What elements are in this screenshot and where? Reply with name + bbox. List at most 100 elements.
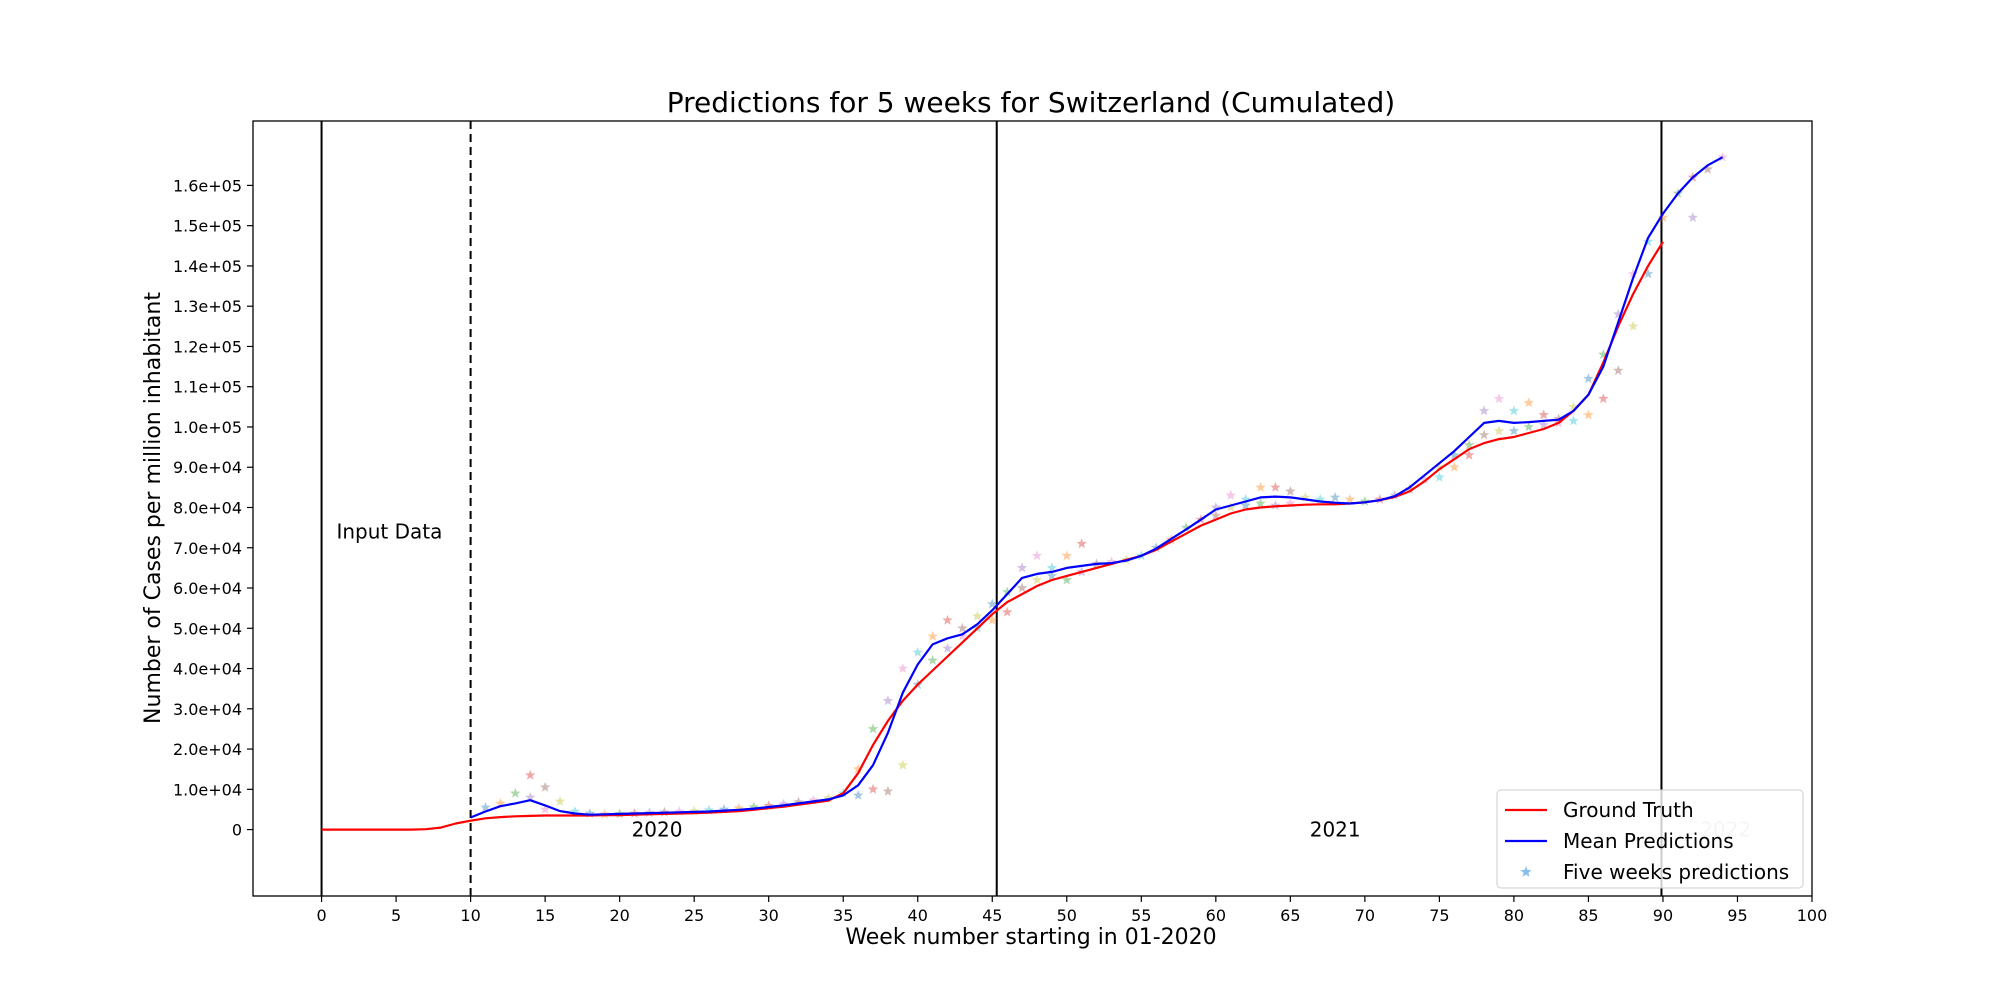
x-tick-label: 15 <box>535 906 555 925</box>
prediction-point <box>927 630 938 641</box>
prediction-point <box>525 791 536 802</box>
y-tick-label: 5.0e+04 <box>173 619 242 638</box>
x-tick-label: 60 <box>1206 906 1226 925</box>
prediction-point <box>1613 308 1624 319</box>
prediction-point <box>1240 500 1251 510</box>
prediction-point <box>942 614 953 625</box>
x-tick-label: 40 <box>908 906 928 925</box>
prediction-point <box>569 806 581 816</box>
prediction-point <box>1642 268 1654 279</box>
prediction-point <box>1598 393 1609 404</box>
prediction-point <box>1016 562 1028 573</box>
prediction-point <box>1076 538 1087 549</box>
plot-frame <box>252 120 1813 897</box>
prediction-point <box>525 769 536 780</box>
prediction-point <box>1046 562 1058 573</box>
prediction-point <box>480 801 491 812</box>
prediction-point <box>1255 498 1266 508</box>
prediction-point <box>1687 212 1698 223</box>
y-tick-label: 3.0e+04 <box>173 700 242 719</box>
y-tick-label: 1.3e+05 <box>173 297 242 316</box>
y-tick-label: 1.4e+05 <box>173 257 242 276</box>
prediction-point <box>1225 502 1236 512</box>
prediction-point <box>1449 449 1460 460</box>
y-tick-label: 4.0e+04 <box>173 660 242 679</box>
x-tick-label: 5 <box>391 906 401 925</box>
y-tick-label: 1.2e+05 <box>173 337 242 356</box>
prediction-point <box>1568 401 1579 412</box>
x-tick-label: 55 <box>1131 906 1151 925</box>
legend: Ground Truth Mean Predictions Five weeks p… <box>1496 789 1804 889</box>
prediction-point <box>1508 405 1520 416</box>
prediction-point <box>1046 570 1058 581</box>
prediction-point <box>1657 212 1669 223</box>
x-axis-label: Week number starting in 01-2020 <box>845 925 1216 950</box>
x-tick-label: 75 <box>1429 906 1449 925</box>
prediction-point <box>1478 405 1490 416</box>
annotation-2021: 2021 <box>1310 818 1361 842</box>
annotation-input-data: Input Data <box>336 520 442 544</box>
prediction-point <box>748 801 759 812</box>
x-tick-label: 50 <box>1057 906 1077 925</box>
prediction-point <box>1270 481 1281 492</box>
prediction-point <box>1344 493 1356 504</box>
x-tick-label: 0 <box>316 906 326 925</box>
y-tick-label: 1.1e+05 <box>173 378 242 397</box>
legend-label-mean-predictions: Mean Predictions <box>1563 829 1734 853</box>
x-tick-label: 20 <box>609 906 629 925</box>
x-tick-label: 70 <box>1355 906 1375 925</box>
prediction-point <box>1702 163 1713 174</box>
prediction-point <box>495 797 506 808</box>
prediction-point <box>1642 236 1654 247</box>
prediction-point <box>1255 481 1266 492</box>
prediction-point <box>763 800 774 811</box>
prediction-point <box>1583 373 1594 384</box>
prediction-point <box>972 610 983 621</box>
prediction-point <box>1478 429 1490 440</box>
prediction-point <box>510 787 521 798</box>
prediction-point <box>1210 502 1222 512</box>
legend-swatch-five-weeks-predictions <box>1520 866 1532 877</box>
prediction-point <box>674 806 685 816</box>
prediction-point <box>1106 556 1117 567</box>
prediction-point <box>1568 415 1579 426</box>
y-tick-label: 9.0e+04 <box>173 458 242 477</box>
prediction-point <box>957 630 968 641</box>
prediction-point <box>1613 365 1624 376</box>
x-tick-label: 30 <box>759 906 779 925</box>
prediction-point <box>1717 151 1728 162</box>
x-tick-label: 10 <box>460 906 480 925</box>
y-tick-label: 1.0e+05 <box>173 418 242 437</box>
x-tick-label: 65 <box>1280 906 1300 925</box>
prediction-point <box>912 646 923 657</box>
prediction-point <box>1031 574 1043 585</box>
x-tick-label: 35 <box>833 906 853 925</box>
prediction-point <box>927 655 938 665</box>
prediction-point <box>1523 421 1534 432</box>
prediction-point <box>823 792 834 803</box>
prediction-point <box>1464 439 1475 450</box>
prediction-point <box>1061 574 1072 585</box>
y-tick-label: 1.5e+05 <box>173 217 242 236</box>
prediction-point <box>957 622 968 633</box>
prediction-point <box>793 796 804 807</box>
prediction-point <box>1523 397 1534 408</box>
prediction-point <box>1493 425 1505 436</box>
prediction-point <box>554 795 566 806</box>
prediction-point <box>867 783 879 794</box>
y-tick-label: 8.0e+04 <box>173 498 242 517</box>
prediction-point <box>852 763 864 774</box>
prediction-point <box>867 723 879 734</box>
prediction-point <box>1300 491 1311 502</box>
y-axis-label: Number of Cases per million inhabitant <box>141 292 166 724</box>
prediction-point <box>852 789 864 800</box>
x-tick-label: 90 <box>1653 906 1673 925</box>
prediction-point <box>1508 425 1520 436</box>
prediction-point <box>733 802 745 813</box>
prediction-point <box>1270 500 1281 510</box>
prediction-point <box>1538 409 1549 420</box>
prediction-point <box>1374 493 1385 504</box>
x-tick-label: 100 <box>1797 906 1828 925</box>
prediction-point <box>808 794 819 805</box>
